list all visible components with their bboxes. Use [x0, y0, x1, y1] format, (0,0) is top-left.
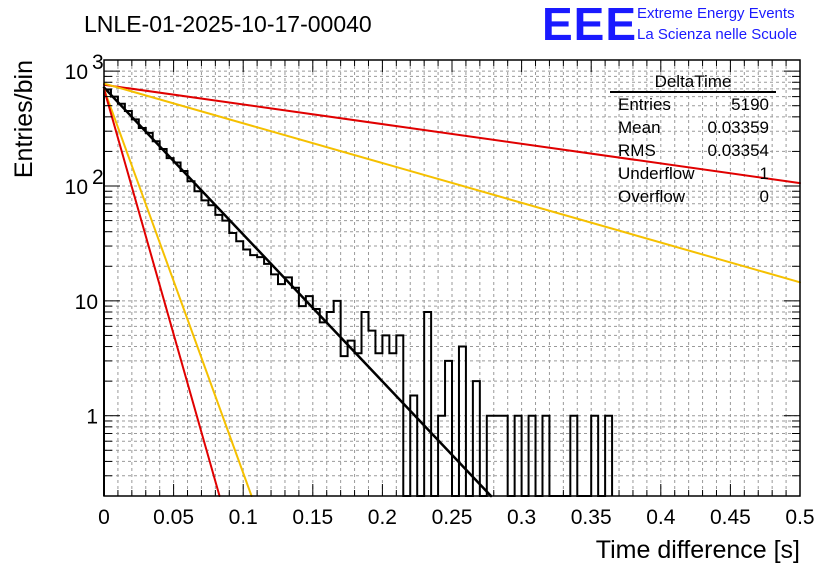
slope-bound-2-line: [103, 82, 801, 284]
histogram-bin: [494, 416, 501, 496]
histogram-bin: [389, 353, 396, 496]
histogram-bin: [271, 274, 278, 496]
stats-label: Overflow: [618, 187, 686, 206]
y-tick-label: 10: [65, 176, 88, 199]
stats-value: 0.03359: [708, 118, 769, 137]
x-tick-label: 0.05: [153, 506, 194, 529]
stats-label: RMS: [618, 141, 656, 160]
histogram-bin: [591, 416, 598, 496]
histogram-bin: [257, 257, 264, 496]
histogram-bin: [208, 205, 215, 496]
histogram-bin: [542, 416, 549, 496]
x-tick-label: 0.5: [785, 506, 814, 529]
x-tick-label: 0.1: [229, 506, 258, 529]
histogram-bin: [243, 249, 250, 496]
stats-label: Underflow: [618, 164, 695, 183]
stats-value: 0: [760, 187, 769, 206]
x-tick-label: 0.2: [368, 506, 397, 529]
histogram-bin: [278, 284, 285, 496]
histogram-bin: [438, 416, 445, 496]
x-tick-label: 0: [98, 506, 110, 529]
histogram-bin: [424, 312, 431, 496]
histogram-bin: [174, 163, 181, 496]
logo-line-1: Extreme Energy Events: [637, 5, 795, 22]
histogram-bin: [313, 309, 320, 496]
x-tick-label: 0.15: [292, 506, 333, 529]
histogram-bin: [362, 312, 369, 496]
chart-title: LNLE-01-2025-10-17-00040: [84, 11, 372, 37]
histogram-bin: [104, 90, 111, 496]
y-axis-title: Entries/bin: [10, 60, 38, 178]
slope-bound-1-line: [103, 83, 801, 185]
y-tick-exponent: 2: [92, 166, 104, 189]
histogram-bin: [111, 97, 118, 496]
histogram-bin: [487, 416, 494, 496]
histogram-bin: [529, 416, 536, 496]
axis-ticks: 0 0.05 0.1 0.15 0.2 0.25 0.3 0.35 0.4 0.45 0.51101…: [65, 51, 815, 529]
stats-value: 0.03354: [708, 141, 769, 160]
stats-label: Entries: [618, 95, 671, 114]
eee-logo: EEE Extreme Energy Events La Scienza nel…: [542, 0, 797, 50]
histogram-bin: [515, 416, 522, 496]
x-tick-label: 0.25: [432, 506, 473, 529]
histogram-bin: [320, 322, 327, 496]
slope-bound-4-line: [103, 87, 221, 497]
y-tick-label: 1: [86, 406, 98, 429]
y-tick-label: 10: [65, 61, 88, 84]
histogram-bin: [229, 233, 236, 496]
histogram-bin: [188, 181, 195, 496]
histogram-bin: [327, 312, 334, 496]
y-tick-exponent: 3: [92, 51, 104, 74]
stats-label: Mean: [618, 118, 661, 137]
fit-line: [102, 86, 493, 498]
histogram-bin: [341, 356, 348, 496]
logo-line-2: La Scienza nelle Scuole: [637, 26, 797, 43]
x-axis-title: Time difference [s]: [596, 536, 800, 564]
logo-mark: EEE: [542, 0, 637, 50]
stats-title: DeltaTime: [655, 72, 732, 91]
histogram-bin: [348, 341, 355, 496]
histogram-bin: [118, 104, 125, 496]
stats-box: DeltaTime Entries 5190 Mean 0.03359 RMS 0.0335…: [610, 72, 776, 206]
stats-value: 1: [760, 164, 769, 183]
histogram-bin: [215, 215, 222, 496]
histogram-bin: [285, 277, 292, 496]
x-tick-label: 0.4: [646, 506, 676, 529]
y-tick-label: 10: [75, 291, 98, 314]
histogram-bin: [570, 416, 577, 496]
histogram-bin: [355, 353, 362, 496]
histogram-bin: [605, 416, 612, 496]
x-tick-label: 0.35: [571, 506, 612, 529]
histogram-bin: [368, 331, 375, 496]
x-tick-label: 0.45: [710, 506, 751, 529]
histogram-bin: [181, 171, 188, 496]
plot-area: [102, 82, 801, 498]
histogram-bin: [501, 416, 508, 496]
histogram-bin: [250, 255, 257, 496]
histogram-bin: [222, 221, 229, 496]
x-tick-label: 0.3: [507, 506, 536, 529]
histogram-bin: [299, 306, 306, 496]
stats-value: 5190: [731, 95, 769, 114]
histogram-series: [103, 88, 614, 497]
slope-bound-3-line: [103, 87, 253, 497]
histogram-bin: [160, 149, 167, 496]
